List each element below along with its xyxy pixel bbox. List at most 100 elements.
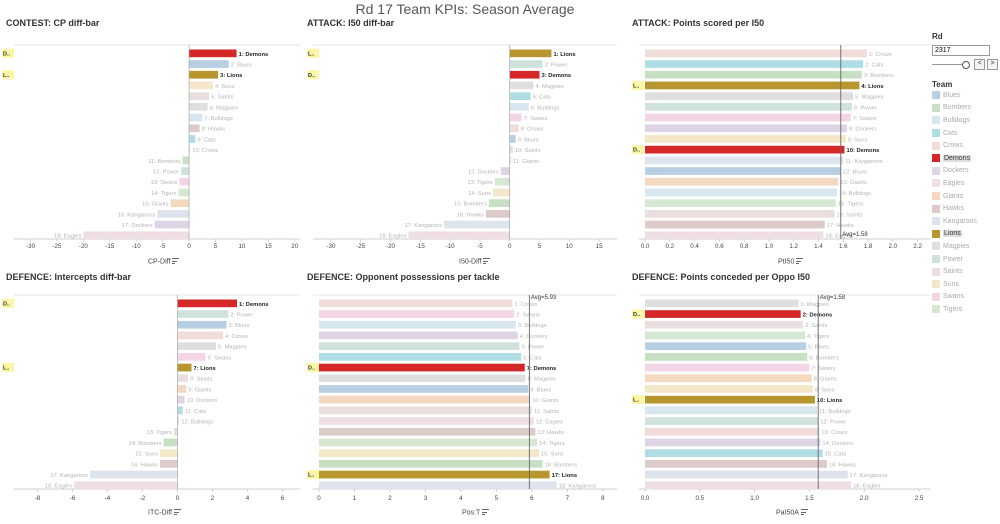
rd-input[interactable] [932, 45, 990, 56]
bar-suns [645, 135, 846, 143]
bar-label: 16: Hawks [457, 212, 484, 218]
bar-label: 18: Eagles [825, 234, 852, 240]
x-tick-label: 15 [265, 243, 272, 250]
x-axis-label[interactable]: CP-Diff [148, 258, 180, 265]
legend-swatch [932, 229, 940, 238]
rd-prev-button[interactable]: < [974, 59, 986, 70]
x-tick-label: 1.0 [765, 243, 774, 250]
legend-item-suns[interactable]: Suns [932, 278, 998, 291]
bar-label: 3: Bulldogs [518, 323, 547, 329]
bar-dockers [645, 438, 821, 447]
highlight-badge-label: D.. [633, 312, 641, 318]
bar-label: 9: Suns [848, 137, 868, 143]
legend-label: Blues [943, 91, 961, 99]
bar-label: 13: Swans [150, 180, 177, 186]
bar-suns [645, 385, 813, 393]
x-tick-label: 0.6 [715, 243, 724, 250]
rd-slider-thumb[interactable] [962, 61, 971, 69]
legend-item-magpies[interactable]: Magpies [932, 240, 998, 253]
highlight-badge [2, 48, 14, 58]
legend-item-hawks[interactable]: Hawks [932, 202, 998, 215]
bar-label: 13: Tigers [147, 430, 173, 436]
highlight-badge-label: L.. [633, 83, 640, 89]
bar-bulldogs [509, 102, 529, 111]
bar-label: 4: Lions [861, 84, 883, 90]
legend-swatch [932, 91, 940, 100]
bar-label: 18: Eagles [45, 484, 72, 490]
x-tick-label: -8 [35, 495, 41, 502]
chart-title: ATTACK: Points scored per I50 [632, 18, 765, 28]
legend-item-bulldogs[interactable]: Bulldogs [932, 114, 998, 127]
legend-item-cats[interactable]: Cats [932, 127, 998, 140]
sort-icon[interactable] [172, 258, 180, 265]
x-tick-label: 4 [246, 495, 250, 502]
bar-label: 15: Giants [142, 202, 169, 208]
bar-label: 17: Lions [552, 473, 577, 479]
bar-label: 7: Demons [527, 366, 557, 372]
reference-line-label: Avg=1.58 [842, 232, 868, 238]
legend-item-demons[interactable]: Demons [932, 152, 998, 165]
legend-item-tigers[interactable]: Tigers [932, 303, 998, 316]
bar-label: 15: Bombers [454, 202, 487, 208]
legend-label: Giants [943, 192, 964, 200]
rd-next-button[interactable]: > [987, 59, 998, 70]
bar-label: 15: Suns [135, 452, 158, 458]
bar-eagles [645, 231, 824, 240]
page-title: Rd 17 Team KPIs: Season Average [355, 1, 575, 17]
bar-swans [177, 352, 206, 361]
x-axis-label[interactable]: PtI50 [778, 258, 804, 265]
x-axis-label[interactable]: PaI50A [776, 509, 808, 516]
bar-cats [509, 92, 531, 101]
x-axis-label[interactable]: ITC-Diff [148, 509, 181, 516]
legend-item-giants[interactable]: Giants [932, 190, 998, 203]
bar-cats [645, 60, 864, 68]
bar-label: 3: Blues [229, 323, 250, 329]
highlight-badge [307, 70, 319, 80]
x-tick-label: 0 [317, 495, 321, 502]
legend-item-blues[interactable]: Blues [932, 89, 998, 102]
sort-icon[interactable] [483, 258, 491, 265]
sort-icon[interactable] [800, 509, 808, 516]
legend-swatch [932, 141, 940, 150]
bar-dockers [645, 124, 847, 133]
bar-lions [177, 363, 192, 372]
bar-label: 17: Kangaroos [50, 473, 88, 479]
bar-label: 10: Lions [817, 398, 842, 404]
chart-panel-i50-diff: ATTACK: I50 diff-bar 1: Lions L.. 2: Power… [305, 18, 623, 268]
sort-icon[interactable] [173, 509, 181, 516]
x-tick-label: 0 [176, 495, 180, 502]
bar-bulldogs [189, 113, 203, 122]
legend-item-dockers[interactable]: Dockers [932, 165, 998, 178]
bar-label: 7: Swans [811, 366, 835, 372]
chart-panel-points-conceded: DEFENCE: Points conceded per Oppo I50 1:… [630, 272, 930, 524]
team-legend-title: Team [932, 80, 953, 89]
bar-label: 16: Hawks [829, 462, 856, 468]
bar-label: 3: Saints [805, 323, 828, 329]
legend-item-kangaroos[interactable]: Kangaroos [932, 215, 998, 228]
bar-blues [189, 60, 229, 68]
legend-label: Magpies [943, 242, 970, 250]
legend-item-crows[interactable]: Crows [932, 139, 998, 152]
legend-item-power[interactable]: Power [932, 253, 998, 266]
legend-item-eagles[interactable]: Eagles [932, 177, 998, 190]
bar-label: 16: Bombers [545, 462, 578, 468]
bar-label: 14: Dockers [822, 441, 853, 447]
bar-label: 11: Cats [185, 409, 206, 415]
legend-item-lions[interactable]: Lions [932, 228, 998, 241]
sort-icon[interactable] [482, 509, 490, 516]
chart-panel-points-per-i50: ATTACK: Points scored per I50 1: Crows 2:… [630, 18, 930, 268]
rd-slider[interactable] [932, 61, 971, 69]
x-tick-label: -30 [26, 243, 36, 250]
bar-power [181, 167, 190, 175]
x-axis-label[interactable]: I50-Diff [459, 258, 491, 265]
x-axis-label[interactable]: Pos:T [462, 509, 490, 516]
legend-item-swans[interactable]: Swans [932, 291, 998, 304]
legend-item-bombers[interactable]: Bombers [932, 102, 998, 115]
legend-swatch [932, 129, 940, 138]
chart-panel-intercepts-diff: DEFENCE: Intercepts diff-bar 1: Demons D.… [0, 272, 305, 524]
bar-label: 18: Eagles [853, 484, 880, 490]
bar-suns [189, 81, 213, 90]
sort-icon[interactable] [796, 258, 804, 265]
x-tick-label: 0 [187, 243, 191, 250]
legend-item-saints[interactable]: Saints [932, 265, 998, 278]
